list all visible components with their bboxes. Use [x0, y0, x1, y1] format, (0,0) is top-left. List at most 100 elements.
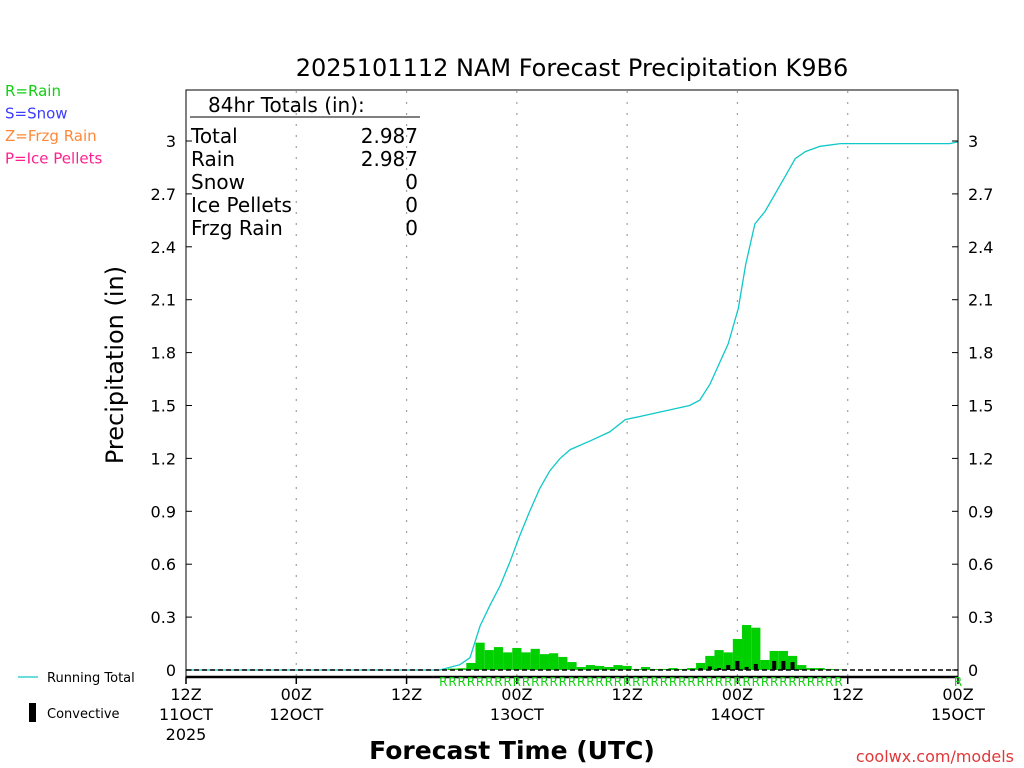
precip-type-marker: R — [742, 675, 750, 689]
totals-header: 84hr Totals (in): — [208, 93, 365, 117]
y-tick-label-right: 1.8 — [968, 344, 993, 363]
precip-bar — [686, 668, 697, 670]
y-tick-label-right: 1.2 — [968, 449, 993, 468]
precip-bar — [493, 647, 504, 670]
precip-bar — [604, 667, 614, 670]
precip-type-marker: R — [485, 675, 493, 689]
precip-type-marker: R — [733, 675, 741, 689]
precip-type-marker: R — [678, 675, 686, 689]
precip-bar — [457, 668, 467, 670]
precip-bar — [659, 668, 669, 670]
precip-type-marker: R — [522, 675, 530, 689]
precip-type-marker: R — [816, 675, 824, 689]
precip-bar — [475, 642, 485, 670]
convective-legend-swatch — [29, 703, 36, 722]
x-tick-label: 12Z — [832, 685, 863, 704]
precip-type-marker: R — [559, 675, 567, 689]
precip-type-marker: R — [494, 675, 502, 689]
precip-bar — [696, 662, 706, 670]
running-total-line — [186, 141, 959, 671]
x-axis-label: Forecast Time (UTC) — [369, 736, 655, 765]
precip-bar — [613, 665, 623, 670]
precip-bar — [769, 650, 779, 670]
running-total-legend-label: Running Total — [47, 671, 135, 686]
precip-bar — [558, 656, 568, 670]
precip-bar — [503, 652, 513, 670]
y-tick-label: 2.1 — [151, 291, 176, 310]
precip-type-marker: R — [540, 675, 548, 689]
y-tick-label-right: 0.6 — [968, 555, 993, 574]
precip-bar — [760, 659, 770, 670]
totals-label: Snow — [191, 170, 245, 194]
y-tick-label: 0.6 — [151, 555, 176, 574]
convective-bar — [717, 668, 722, 670]
precip-bar — [539, 654, 550, 670]
precip-type-legend-item: R=Rain — [5, 82, 61, 100]
precip-bar — [815, 668, 825, 670]
totals-value: 0 — [405, 216, 418, 240]
x-tick-label: 12OCT — [269, 705, 323, 724]
y-tick-label-right: 0.3 — [968, 608, 993, 627]
y-tick-label-right: 2.7 — [968, 185, 993, 204]
convective-bar — [772, 661, 777, 670]
convective-bar — [744, 667, 749, 670]
precip-bar — [742, 625, 752, 670]
precip-type-marker: R — [439, 675, 447, 689]
x-tick-label: 12Z — [391, 685, 422, 704]
y-tick-label: 1.8 — [151, 344, 176, 363]
precip-bar — [714, 650, 724, 670]
y-axis-ticks: 0 00.3 0.30.6 0.60.9 0.91.2 1.21.5 1.51.8 1.82.… — [151, 132, 994, 680]
x-tick-label: 11OCT — [159, 705, 213, 724]
y-tick-label-right: 0.9 — [968, 502, 993, 521]
convective-bar — [790, 662, 795, 670]
precip-type-marker: R — [788, 675, 796, 689]
x-tick-label: 13OCT — [490, 705, 544, 724]
precip-bar — [530, 648, 540, 670]
precip-type-marker: R — [669, 675, 677, 689]
y-tick-label-right: 2.4 — [968, 238, 993, 257]
convective-bar — [698, 668, 703, 670]
precip-type-marker: R — [577, 675, 585, 689]
precip-bar — [585, 665, 595, 670]
precip-bar — [521, 652, 531, 670]
precip-type-marker: R — [531, 675, 539, 689]
grid-lines — [295, 91, 849, 676]
totals-label: Total — [190, 124, 238, 148]
precip-type-marker: R — [476, 675, 484, 689]
totals-label: Frzg Rain — [191, 216, 283, 240]
totals-value: 0 — [405, 193, 418, 217]
precip-type-marker: R — [651, 675, 659, 689]
plot-frame — [185, 89, 959, 678]
convective-legend-label: Convective — [47, 707, 120, 722]
precip-type-marker: R — [513, 675, 521, 689]
precip-type-marker: R — [549, 675, 557, 689]
chart-title: 2025101112 NAM Forecast Precipitation K9… — [296, 54, 849, 82]
totals-value: 0 — [405, 170, 418, 194]
precip-type-marker: R — [752, 675, 760, 689]
x-tick-label: 2025 — [166, 725, 207, 744]
y-tick-label-right: 2.1 — [968, 291, 993, 310]
precip-type-marker: R — [623, 675, 631, 689]
precip-type-marker: R — [798, 675, 806, 689]
precip-type-marker: R — [586, 675, 594, 689]
precip-bar — [567, 662, 577, 670]
precip-bar — [751, 627, 761, 670]
convective-bar — [707, 666, 712, 670]
totals-box: 84hr Totals (in): Total 2.987 Rain 2.987 Sno… — [190, 93, 420, 240]
precip-type-marker: R — [724, 675, 732, 689]
convective-bar — [726, 665, 731, 670]
credit-link[interactable]: coolwx.com/models — [856, 747, 1014, 766]
x-tick-label: 00Z — [942, 685, 973, 704]
precip-bar — [594, 665, 605, 670]
precip-bar — [668, 668, 678, 670]
precip-type-legend-item: P=Ice Pellets — [5, 150, 102, 168]
x-tick-label: 00Z — [722, 685, 753, 704]
precip-bar — [705, 655, 715, 670]
y-axis-label: Precipitation (in) — [101, 266, 129, 464]
totals-value: 2.987 — [361, 147, 418, 171]
precip-type-marker: R — [954, 675, 962, 689]
precip-type-marker: R — [807, 675, 815, 689]
precip-type-marker: R — [761, 675, 769, 689]
